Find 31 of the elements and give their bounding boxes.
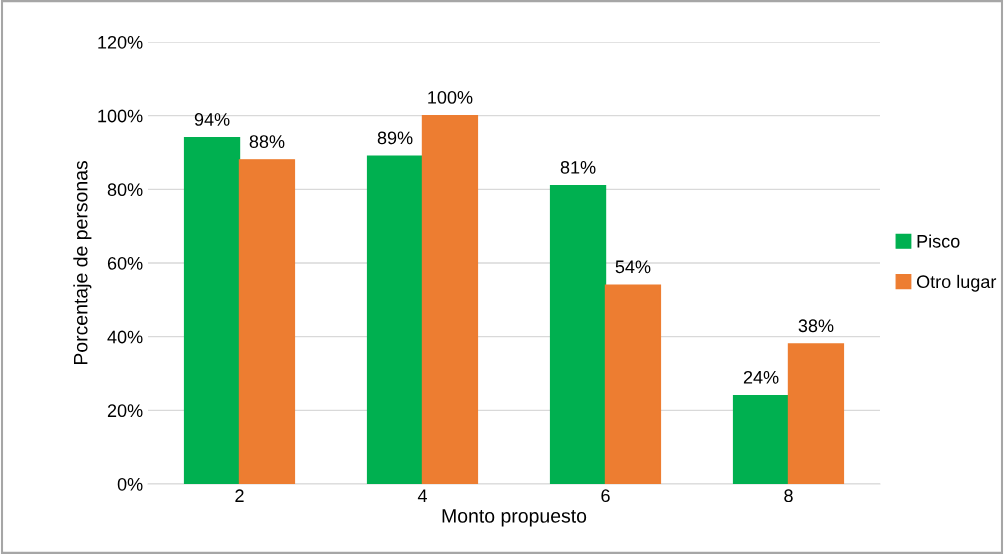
bar [732, 394, 790, 484]
data-label: 94% [194, 113, 230, 126]
bar [421, 114, 479, 484]
x-tick-label: 6 [601, 489, 610, 503]
y-tick-label: 100% [98, 109, 143, 123]
bar [604, 284, 662, 484]
data-label: 81% [560, 160, 596, 174]
y-tick-label: 120% [98, 35, 143, 49]
y-tick-label: 0% [117, 477, 143, 491]
legend-label: Pisco [917, 234, 960, 248]
legend-label: Otro lugar [916, 274, 997, 292]
data-label: 38% [798, 319, 834, 333]
bar [366, 155, 424, 484]
x-tick-label: 2 [235, 489, 244, 502]
data-label: 89% [377, 131, 413, 145]
data-label: 54% [615, 260, 651, 274]
x-tick-label: 8 [784, 489, 793, 503]
bar [238, 159, 296, 484]
bar [787, 343, 845, 484]
y-tick-label: 40% [107, 330, 143, 344]
y-tick-label: 80% [107, 183, 143, 197]
y-tick-label: 20% [107, 404, 143, 418]
data-label: 24% [743, 370, 779, 384]
y-axis-title: Porcentaje de personas [73, 161, 92, 365]
x-tick-label: 4 [417, 489, 427, 502]
data-label: 88% [249, 135, 285, 148]
bar [549, 184, 607, 484]
bar [183, 137, 241, 484]
x-axis-title: Monto propuesto [442, 509, 587, 527]
y-tick-label: 60% [107, 256, 143, 270]
data-label: 100% [428, 90, 473, 104]
